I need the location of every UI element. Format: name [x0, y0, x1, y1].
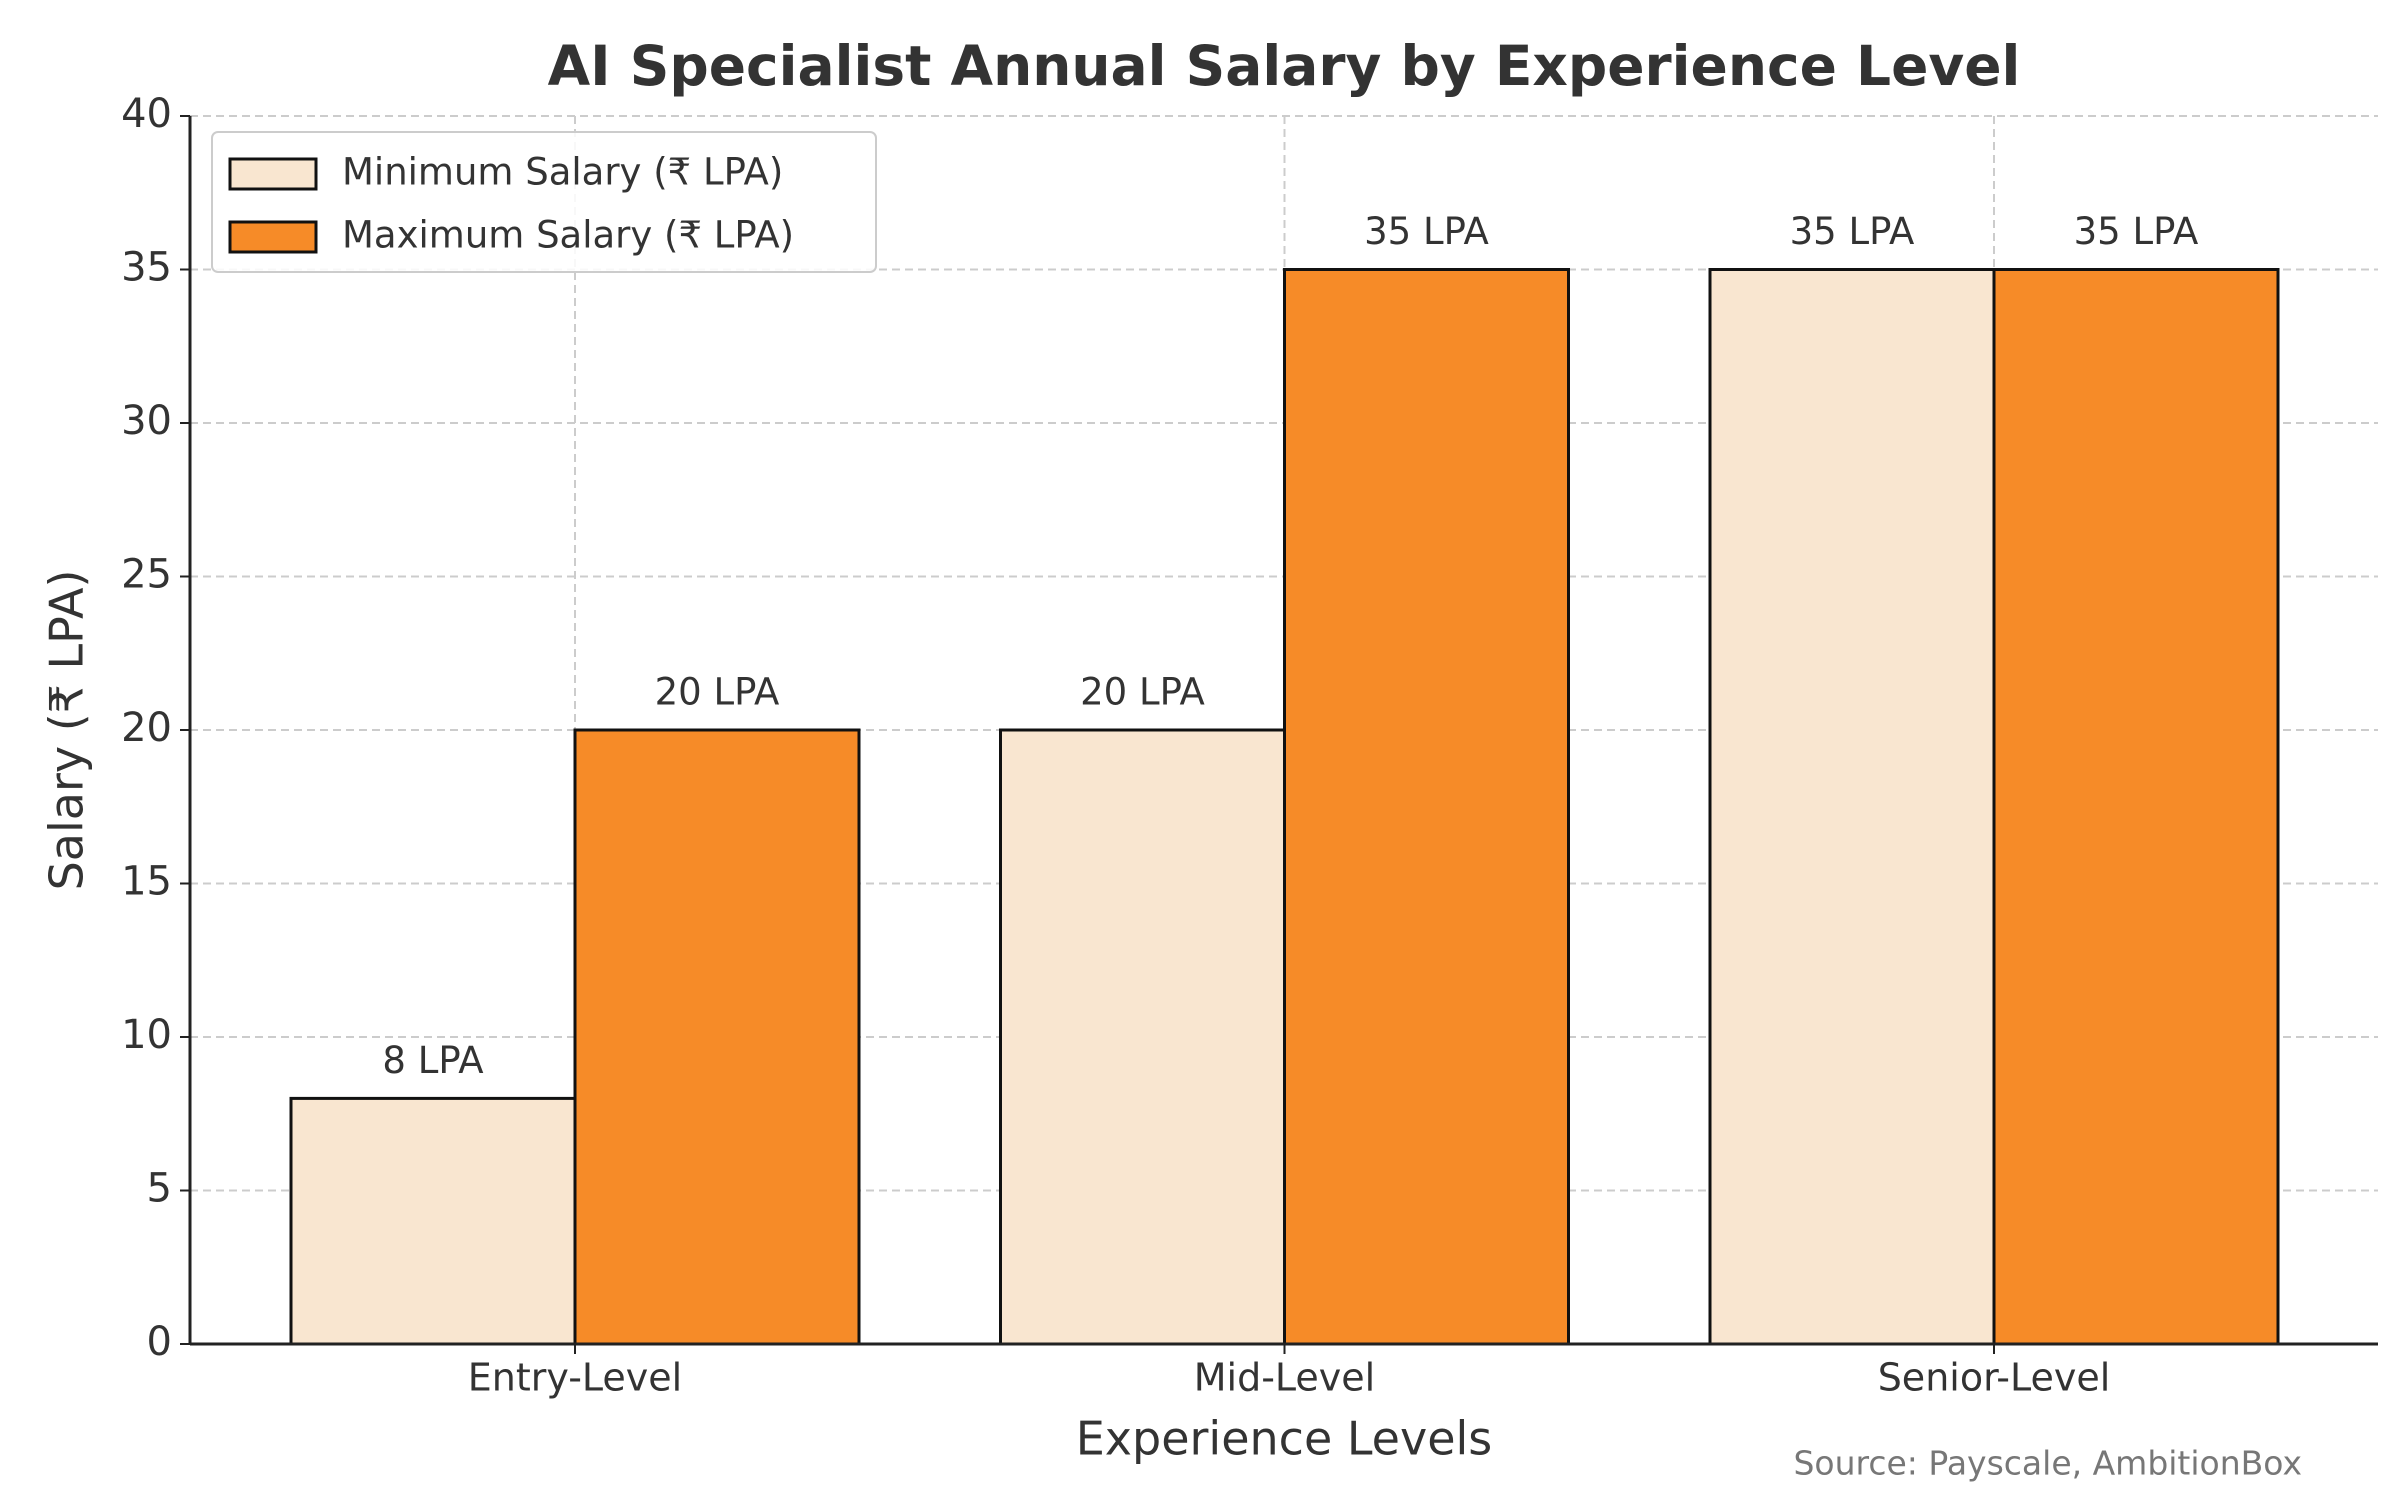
bar	[999, 728, 1286, 1346]
data-label: 35 LPA	[1364, 210, 1489, 253]
legend-swatch	[228, 220, 318, 254]
data-label: 8 LPA	[382, 1039, 483, 1082]
y-tick-label: 15	[121, 859, 172, 905]
x-tick-label: Senior-Level	[1878, 1356, 2111, 1400]
legend-label: Minimum Salary (₹ LPA)	[342, 151, 783, 194]
bar	[573, 728, 861, 1346]
source-note: Source: Payscale, AmbitionBox	[1793, 1444, 2302, 1483]
data-label: 20 LPA	[655, 671, 780, 714]
x-tick-label: Mid-Level	[1194, 1356, 1375, 1400]
y-axis-label: Salary (₹ LPA)	[40, 570, 94, 891]
bar	[289, 1096, 577, 1346]
y-tick-label: 40	[121, 91, 172, 137]
y-tick-label: 10	[121, 1012, 172, 1058]
y-tick-label: 30	[121, 398, 172, 444]
bar	[1992, 268, 2280, 1346]
x-tick-label: Entry-Level	[468, 1356, 682, 1400]
data-label: 35 LPA	[1790, 210, 1915, 253]
y-tick-label: 25	[121, 552, 172, 598]
bar	[1708, 268, 1996, 1346]
bar	[1283, 268, 1570, 1346]
legend-box	[211, 131, 877, 273]
y-tick-label: 0	[147, 1319, 172, 1365]
chart-title: AI Specialist Annual Salary by Experienc…	[548, 34, 2021, 98]
data-label: 20 LPA	[1080, 671, 1205, 714]
y-tick-label: 35	[121, 245, 172, 291]
legend-label: Maximum Salary (₹ LPA)	[342, 214, 794, 257]
y-tick-label: 20	[121, 705, 172, 751]
legend-swatch	[228, 157, 318, 191]
data-label: 35 LPA	[2074, 210, 2199, 253]
y-tick-label: 5	[147, 1166, 172, 1212]
x-axis-label: Experience Levels	[1076, 1412, 1493, 1466]
